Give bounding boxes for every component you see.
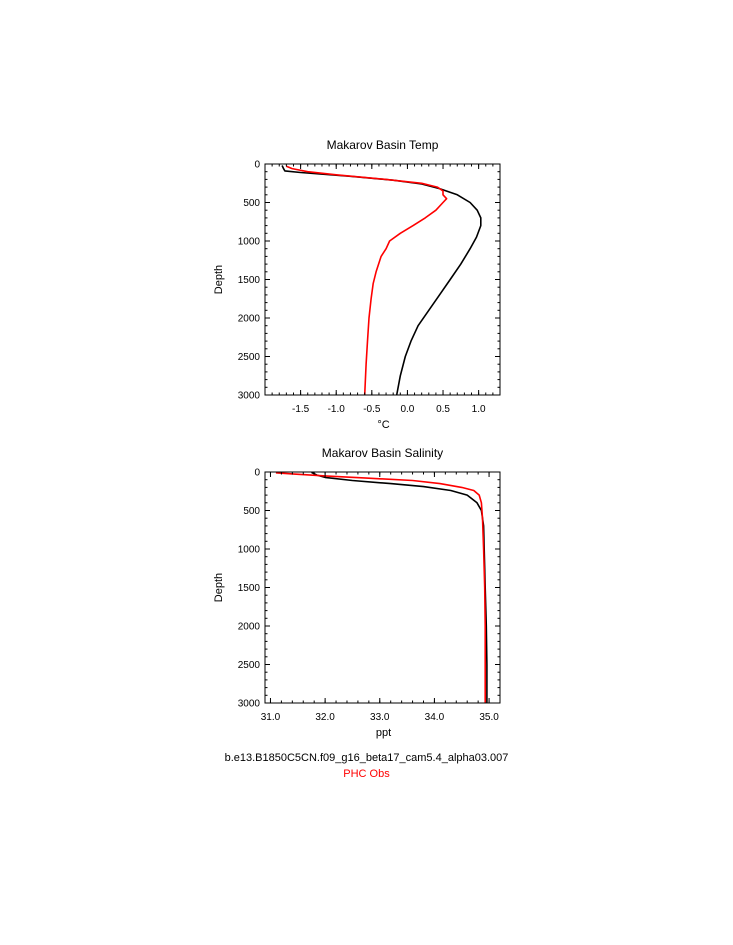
series-line-obs-temp xyxy=(286,165,448,396)
y-axis-label-temp: Depth xyxy=(213,265,225,294)
y-tick-label-temp: 2000 xyxy=(238,314,261,325)
y-tick-label-temp: 500 xyxy=(243,198,260,209)
y-tick-label-salinity: 500 xyxy=(243,506,260,517)
series-line-model-salinity xyxy=(311,471,488,703)
x-tick-label-salinity: 31.0 xyxy=(261,712,281,723)
series-line-obs-salinity xyxy=(275,472,486,703)
y-tick-label-temp: 2500 xyxy=(238,352,261,363)
x-axis-label-temp: °C xyxy=(377,419,389,431)
legend-model-label: b.e13.B1850C5CN.f09_g16_beta17_cam5.4_al… xyxy=(224,752,509,764)
y-tick-label-salinity: 1500 xyxy=(238,583,261,594)
x-tick-label-temp: -1.5 xyxy=(292,404,310,415)
y-tick-label-salinity: 3000 xyxy=(238,699,261,710)
legend-obs-label: PHC Obs xyxy=(343,768,390,780)
x-tick-label-salinity: 35.0 xyxy=(479,712,499,723)
y-tick-label-salinity: 1000 xyxy=(238,545,261,556)
series-line-model-temp xyxy=(281,165,482,396)
x-tick-label-salinity: 33.0 xyxy=(370,712,390,723)
y-tick-label-temp: 0 xyxy=(254,160,260,171)
plot-frame-salinity xyxy=(264,471,501,704)
x-tick-label-temp: -0.5 xyxy=(363,404,381,415)
x-tick-label-temp: -1.0 xyxy=(328,404,346,415)
y-tick-label-temp: 3000 xyxy=(238,391,261,402)
x-tick-label-temp: 1.0 xyxy=(472,404,486,415)
x-tick-label-salinity: 34.0 xyxy=(425,712,445,723)
y-tick-label-salinity: 2000 xyxy=(238,622,261,633)
y-tick-label-temp: 1000 xyxy=(238,237,261,248)
y-axis-label-salinity: Depth xyxy=(213,573,225,602)
chart-salinity: Makarov Basin Salinity 31.0 32.0 33.0 34.0 35… xyxy=(213,446,501,739)
x-tick-label-temp: 0.5 xyxy=(436,404,450,415)
chart-temp: Makarov Basin Temp -1.5 -1.0 -0.5 0.0 0.5 1.0 0… xyxy=(213,138,501,431)
chart-title-temp: Makarov Basin Temp xyxy=(327,138,439,152)
x-tick-label-salinity: 32.0 xyxy=(315,712,335,723)
x-axis-label-salinity: ppt xyxy=(376,727,391,739)
y-tick-label-salinity: 2500 xyxy=(238,660,261,671)
y-tick-label-salinity: 0 xyxy=(254,468,260,479)
x-tick-label-temp: 0.0 xyxy=(400,404,414,415)
chart-title-salinity: Makarov Basin Salinity xyxy=(322,446,443,460)
y-tick-label-temp: 1500 xyxy=(238,275,261,286)
